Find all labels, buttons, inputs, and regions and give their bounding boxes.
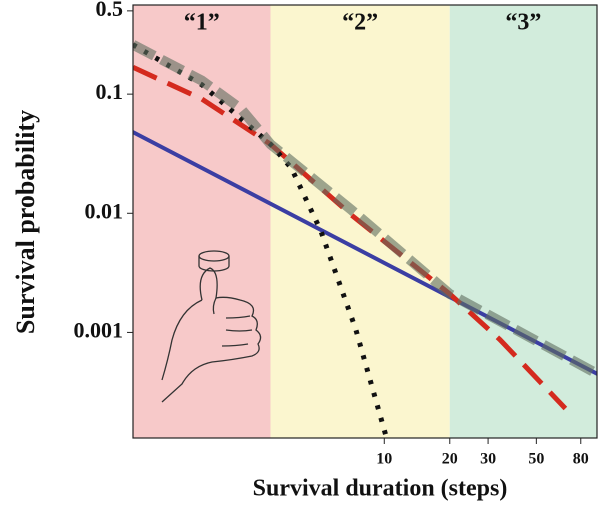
y-tick-label: 0.1 bbox=[96, 79, 124, 104]
region-label: “1” bbox=[184, 10, 220, 36]
x-tick-label: 20 bbox=[442, 451, 458, 468]
series-line bbox=[133, 40, 597, 379]
plot-frame bbox=[132, 4, 598, 439]
thumb-illustration bbox=[161, 250, 262, 403]
x-tick-label: 50 bbox=[528, 451, 544, 468]
region-label: “2” bbox=[342, 10, 378, 36]
x-tick-label: 10 bbox=[376, 451, 392, 468]
y-tick-label: 0.5 bbox=[96, 0, 124, 21]
lines bbox=[133, 40, 597, 438]
region bbox=[133, 5, 271, 438]
y-axis-label: Survival probability bbox=[11, 110, 40, 334]
y-tick-label: 0.001 bbox=[74, 317, 124, 342]
x-tick-label: 30 bbox=[480, 451, 496, 468]
y-tick-label: 0.01 bbox=[85, 198, 124, 223]
series-line bbox=[133, 65, 568, 411]
x-axis-label: Survival duration (steps) bbox=[253, 476, 508, 502]
x-tick-label: 80 bbox=[573, 451, 589, 468]
region bbox=[449, 5, 597, 438]
region-label: “3” bbox=[505, 10, 541, 36]
